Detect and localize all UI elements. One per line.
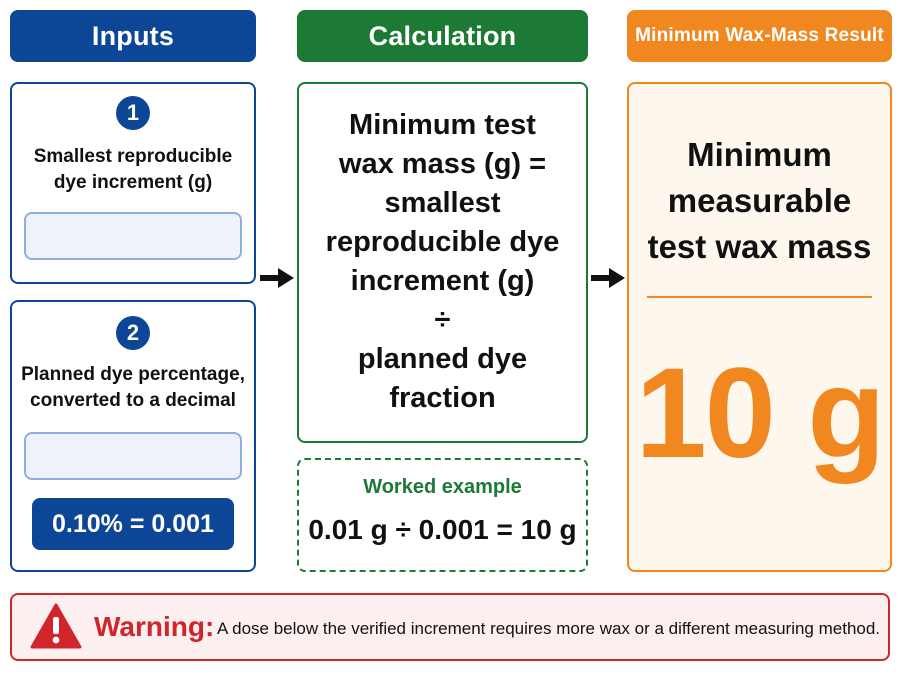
conversion-badge: 0.10% = 0.001	[32, 498, 234, 550]
result-label-line: Minimum	[687, 136, 832, 173]
result-value: 10 g	[635, 342, 885, 485]
input-card-dye-increment: 1 Smallest reproducible dye increment (g…	[10, 82, 256, 284]
warning-text: A dose below the verified increment requ…	[217, 619, 881, 638]
divide-symbol: ÷	[434, 304, 451, 336]
worked-example-title: Worked example	[363, 476, 522, 498]
step-badge-2: 2	[116, 316, 150, 350]
formula-line: smallest	[384, 187, 501, 219]
warning-label: Warning:	[94, 611, 215, 642]
dye-percentage-input[interactable]	[24, 432, 242, 480]
step-badge-1: 1	[116, 96, 150, 130]
calculation-header: Calculation	[297, 10, 588, 62]
right-arrow-icon	[591, 268, 625, 288]
dye-increment-input[interactable]	[24, 212, 242, 260]
input-label-line: Smallest reproducible	[33, 146, 233, 167]
input-label-dye-percentage: Planned dye percentage, converted to a d…	[18, 362, 248, 414]
result-card: Minimum measurable test wax mass 10 g	[627, 82, 892, 572]
inputs-header: Inputs	[10, 10, 256, 62]
input-card-dye-percentage: 2 Planned dye percentage, converted to a…	[10, 300, 256, 572]
formula-line: Minimum test	[349, 109, 536, 141]
formula-line: planned dye	[357, 343, 528, 375]
input-label-dye-increment: Smallest reproducible dye increment (g)	[18, 144, 248, 196]
input-label-line: Planned dye percentage,	[21, 364, 245, 385]
formula-line: increment (g)	[350, 265, 535, 297]
result-label-line: test wax mass	[647, 228, 872, 265]
formula: Minimum test wax mass (g) = smallest rep…	[307, 106, 578, 418]
result-label-line: measurable	[667, 182, 852, 219]
formula-line: wax mass (g) =	[338, 148, 547, 180]
warning-triangle-icon	[30, 603, 82, 649]
input-label-line: dye increment (g)	[53, 172, 213, 193]
warning-banner: Warning: A dose below the verified incre…	[10, 593, 890, 661]
input-label-line: converted to a decimal	[30, 390, 236, 411]
worked-example-card: Worked example 0.01 g ÷ 0.001 = 10 g	[297, 458, 588, 572]
right-arrow-icon	[260, 268, 294, 288]
calculation-card: Minimum test wax mass (g) = smallest rep…	[297, 82, 588, 443]
formula-line: reproducible dye	[325, 226, 560, 258]
worked-example-equation: 0.01 g ÷ 0.001 = 10 g	[308, 514, 577, 545]
result-header: Minimum Wax-Mass Result	[627, 10, 892, 62]
result-label: Minimum measurable test wax mass	[635, 132, 884, 270]
formula-line: fraction	[389, 382, 496, 414]
result-divider	[647, 296, 872, 298]
